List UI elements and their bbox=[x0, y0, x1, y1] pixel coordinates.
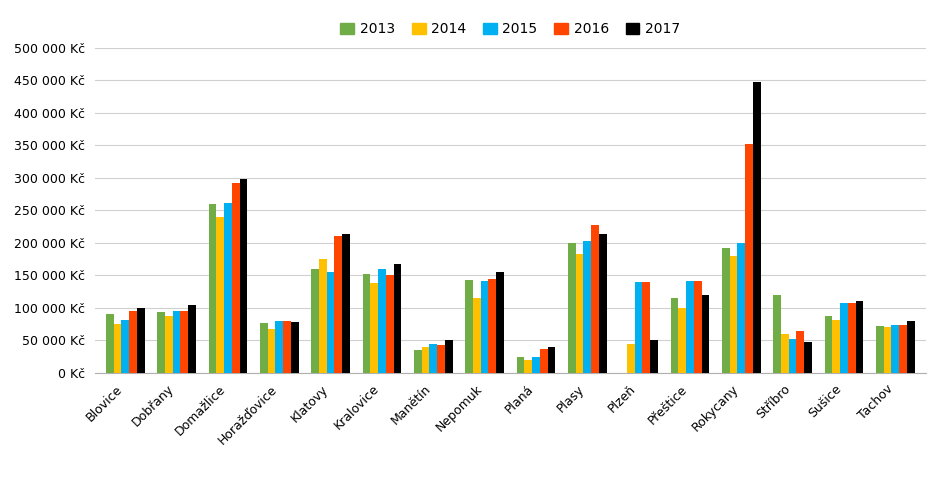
Bar bbox=[898, 326, 906, 373]
Bar bbox=[334, 236, 342, 373]
Bar bbox=[736, 243, 745, 373]
Bar bbox=[319, 259, 327, 373]
Bar bbox=[106, 315, 113, 373]
Bar bbox=[832, 319, 839, 373]
Bar bbox=[824, 315, 832, 373]
Bar bbox=[721, 248, 729, 373]
Bar bbox=[275, 321, 283, 373]
Bar bbox=[685, 281, 693, 373]
Bar bbox=[906, 321, 914, 373]
Bar bbox=[260, 324, 267, 373]
Bar bbox=[173, 311, 180, 373]
Bar bbox=[464, 280, 473, 373]
Bar bbox=[890, 326, 898, 373]
Bar bbox=[693, 281, 700, 373]
Bar bbox=[575, 254, 582, 373]
Bar bbox=[283, 321, 291, 373]
Bar bbox=[582, 241, 591, 373]
Bar bbox=[445, 340, 452, 373]
Bar bbox=[378, 269, 385, 373]
Bar bbox=[224, 203, 231, 373]
Bar bbox=[634, 282, 642, 373]
Bar bbox=[547, 347, 555, 373]
Bar bbox=[216, 217, 224, 373]
Bar bbox=[488, 279, 496, 373]
Bar bbox=[496, 272, 503, 373]
Bar bbox=[598, 234, 606, 373]
Bar bbox=[642, 282, 649, 373]
Bar bbox=[567, 243, 575, 373]
Bar bbox=[188, 304, 195, 373]
Bar bbox=[627, 344, 634, 373]
Bar bbox=[883, 327, 890, 373]
Legend: 2013, 2014, 2015, 2016, 2017: 2013, 2014, 2015, 2016, 2017 bbox=[334, 17, 685, 42]
Bar bbox=[649, 340, 657, 373]
Bar bbox=[745, 144, 752, 373]
Bar bbox=[327, 272, 334, 373]
Bar bbox=[291, 322, 298, 373]
Bar bbox=[700, 295, 708, 373]
Bar bbox=[796, 331, 803, 373]
Bar bbox=[752, 82, 760, 373]
Bar bbox=[437, 345, 445, 373]
Bar bbox=[158, 313, 165, 373]
Bar bbox=[772, 295, 781, 373]
Bar bbox=[413, 350, 421, 373]
Bar bbox=[854, 301, 862, 373]
Bar bbox=[847, 303, 854, 373]
Bar bbox=[678, 308, 685, 373]
Bar bbox=[670, 298, 678, 373]
Bar bbox=[209, 204, 216, 373]
Bar bbox=[370, 283, 378, 373]
Bar bbox=[231, 183, 239, 373]
Bar bbox=[516, 357, 524, 373]
Bar bbox=[591, 225, 598, 373]
Bar bbox=[729, 256, 736, 373]
Bar bbox=[531, 357, 539, 373]
Bar bbox=[122, 319, 129, 373]
Bar bbox=[165, 315, 173, 373]
Bar bbox=[480, 281, 488, 373]
Bar bbox=[385, 275, 393, 373]
Bar bbox=[803, 342, 811, 373]
Bar bbox=[781, 334, 788, 373]
Bar bbox=[239, 179, 247, 373]
Bar bbox=[429, 344, 437, 373]
Bar bbox=[129, 311, 137, 373]
Bar bbox=[788, 339, 796, 373]
Bar bbox=[393, 264, 401, 373]
Bar bbox=[180, 311, 188, 373]
Bar bbox=[421, 347, 429, 373]
Bar bbox=[342, 234, 349, 373]
Bar bbox=[312, 269, 319, 373]
Bar bbox=[539, 349, 547, 373]
Bar bbox=[875, 326, 883, 373]
Bar bbox=[113, 324, 122, 373]
Bar bbox=[839, 303, 847, 373]
Bar bbox=[267, 329, 275, 373]
Bar bbox=[362, 274, 370, 373]
Bar bbox=[473, 298, 480, 373]
Bar bbox=[137, 308, 144, 373]
Bar bbox=[524, 360, 531, 373]
